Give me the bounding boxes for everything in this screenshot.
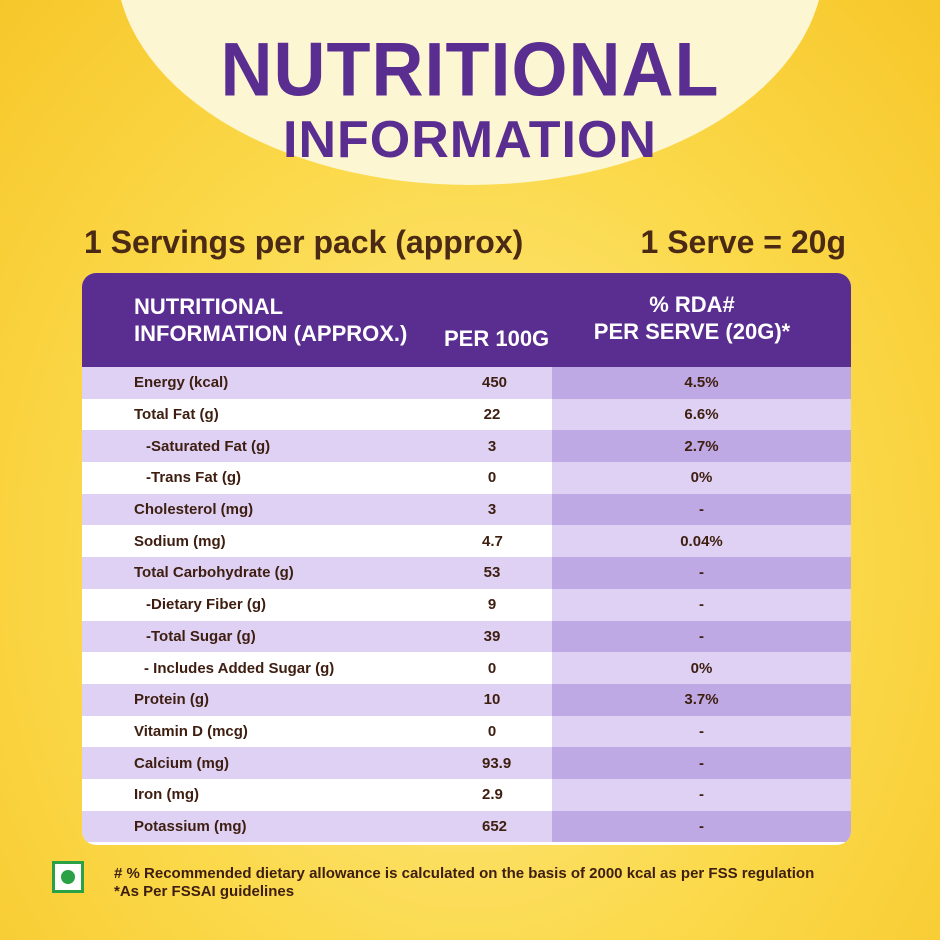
row-label-cell: Potassium (mg) 652: [82, 810, 552, 843]
per-100g-value: 450: [482, 374, 508, 392]
per-100g-value: 22: [483, 406, 501, 424]
nutrient-label: -Dietary Fiber (g): [146, 596, 267, 614]
table-row: Sodium (mg) 4.7 0.04%: [82, 525, 851, 558]
per-100g-value: 0: [487, 659, 497, 677]
header-nutritional-info: NUTRITIONAL INFORMATION (APPROX.): [134, 293, 407, 347]
row-label-cell: Calcium (mg) 93.9: [82, 747, 552, 779]
rda-value: -: [552, 778, 851, 811]
header-col3-line1: % RDA#: [649, 292, 735, 317]
nutrient-label: Calcium (mg): [134, 754, 230, 772]
rda-value: 4.5%: [552, 367, 851, 399]
serve-size: 1 Serve = 20g: [640, 224, 846, 260]
nutrient-label: - Includes Added Sugar (g): [144, 659, 335, 677]
footnote-rda: # % Recommended dietary allowance is cal…: [114, 865, 815, 882]
table-row: -Trans Fat (g) 0 0%: [82, 462, 851, 494]
nutrient-label: Iron (mg): [134, 786, 199, 804]
table-row: Total Carbohydrate (g) 53 -: [82, 557, 851, 589]
table-row: Cholesterol (mg) 3 -: [82, 493, 851, 526]
header-per-100g: PER 100G: [444, 326, 550, 351]
rda-value: -: [552, 715, 851, 748]
header-rda: % RDA# PER SERVE (20G)*: [552, 291, 832, 345]
row-label-cell: - Includes Added Sugar (g) 0: [82, 652, 552, 684]
per-100g-value: 3: [487, 437, 497, 455]
row-label-cell: Sodium (mg) 4.7: [82, 525, 552, 558]
nutrient-label: Vitamin D (mcg): [134, 722, 248, 740]
table-row: Iron (mg) 2.9 -: [82, 778, 851, 811]
row-label-cell: Total Fat (g) 22: [82, 398, 552, 431]
nutrient-label: Potassium (mg): [134, 817, 247, 835]
per-100g-value: 53: [483, 564, 501, 582]
per-100g-value: 2.9: [482, 786, 503, 804]
rda-value: -: [552, 620, 851, 653]
per-100g-value: 10: [483, 691, 501, 709]
rda-value: -: [552, 493, 851, 526]
per-100g-value: 0: [487, 469, 497, 487]
nutrient-label: Protein (g): [134, 691, 209, 709]
table-row: -Saturated Fat (g) 3 2.7%: [82, 430, 851, 463]
row-label-cell: Vitamin D (mcg) 0: [82, 715, 552, 748]
veg-dot: [61, 870, 75, 884]
per-100g-value: 0: [487, 722, 497, 740]
table-row: -Dietary Fiber (g) 9 -: [82, 588, 851, 621]
page-title: NUTRITIONAL: [220, 27, 720, 113]
nutrition-table: NUTRITIONAL INFORMATION (APPROX.) PER 10…: [82, 273, 851, 845]
nutrient-label: Total Fat (g): [134, 406, 219, 424]
nutrient-label: -Total Sugar (g): [146, 627, 256, 645]
row-label-cell: -Dietary Fiber (g) 9: [82, 588, 552, 621]
row-label-cell: Cholesterol (mg) 3: [82, 493, 552, 526]
table-header: NUTRITIONAL INFORMATION (APPROX.) PER 10…: [82, 273, 851, 367]
nutrient-label: Sodium (mg): [134, 532, 226, 550]
rda-value: 3.7%: [552, 683, 851, 716]
footnote-fssai: *As Per FSSAI guidelines: [114, 883, 295, 900]
row-label-cell: Iron (mg) 2.9: [82, 778, 552, 811]
rda-value: -: [552, 747, 851, 779]
table-row: Calcium (mg) 93.9 -: [82, 747, 851, 779]
table-row: -Total Sugar (g) 39 -: [82, 620, 851, 653]
table-row: - Includes Added Sugar (g) 0 0%: [82, 652, 851, 684]
per-100g-value: 652: [482, 817, 508, 835]
table-body: Energy (kcal) 450 4.5% Total Fat (g) 22 6.6% -…: [82, 367, 851, 843]
per-100g-value: 39: [483, 627, 501, 645]
table-row: Protein (g) 10 3.7%: [82, 683, 851, 716]
table-row: Total Fat (g) 22 6.6%: [82, 398, 851, 431]
header-col1-line2: INFORMATION (APPROX.): [134, 321, 408, 346]
rda-value: -: [552, 557, 851, 589]
rda-value: 0%: [552, 652, 851, 684]
rda-value: -: [552, 588, 851, 621]
per-100g-value: 9: [487, 596, 497, 614]
servings-per-pack: 1 Servings per pack (approx): [84, 224, 524, 260]
rda-value: 0.04%: [552, 525, 851, 558]
nutrient-label: Cholesterol (mg): [134, 501, 254, 519]
header-col3-line2: PER SERVE (20G)*: [593, 319, 791, 344]
nutrient-label: Energy (kcal): [134, 374, 229, 392]
rda-value: -: [552, 810, 851, 843]
nutrient-label: -Saturated Fat (g): [146, 437, 271, 455]
table-row: Energy (kcal) 450 4.5%: [82, 367, 851, 399]
nutrient-label: -Trans Fat (g): [146, 469, 242, 487]
per-100g-value: 4.7: [482, 532, 503, 550]
row-label-cell: Total Carbohydrate (g) 53: [82, 557, 552, 589]
row-label-cell: Protein (g) 10: [82, 683, 552, 716]
row-label-cell: Energy (kcal) 450: [82, 367, 552, 399]
table-row: Potassium (mg) 652 -: [82, 810, 851, 843]
nutrient-label: Total Carbohydrate (g): [134, 564, 294, 582]
page-subtitle: INFORMATION: [283, 111, 657, 169]
veg-symbol-icon: [52, 861, 84, 893]
header-col1-line1: NUTRITIONAL: [134, 294, 284, 319]
row-label-cell: -Total Sugar (g) 39: [82, 620, 552, 653]
rda-value: 2.7%: [552, 430, 851, 463]
row-label-cell: -Saturated Fat (g) 3: [82, 430, 552, 463]
per-100g-value: 93.9: [482, 754, 512, 772]
row-label-cell: -Trans Fat (g) 0: [82, 462, 552, 494]
per-100g-value: 3: [487, 501, 497, 519]
rda-value: 6.6%: [552, 398, 851, 431]
rda-value: 0%: [552, 462, 851, 494]
table-row: Vitamin D (mcg) 0 -: [82, 715, 851, 748]
